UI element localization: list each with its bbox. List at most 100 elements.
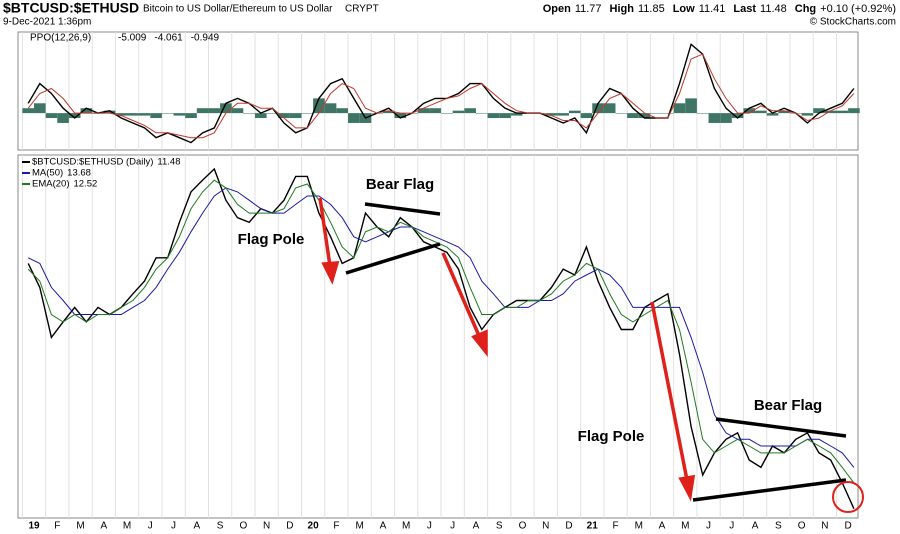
trend-line [345, 242, 441, 275]
histogram-bar [185, 113, 197, 119]
x-tick-label: N [263, 521, 270, 532]
x-tick-label: J [148, 521, 153, 532]
x-tick-label: M [76, 521, 84, 532]
x-tick-label: A [100, 521, 107, 532]
x-tick-label: S [775, 521, 782, 532]
subtitle: Bitcoin to US Dollar/Ethereum to US Doll… [143, 4, 333, 15]
histogram-bar [324, 103, 337, 114]
x-tick-label: S [217, 521, 224, 532]
histogram-bar [196, 108, 209, 114]
annotation: Flag Pole [578, 428, 645, 445]
annotation: Flag Pole [238, 231, 305, 248]
legend-name: MA(50) [32, 168, 63, 179]
x-tick-label: N [542, 521, 549, 532]
quote-value: 11.77 [575, 3, 602, 15]
legend-value: 12.52 [73, 179, 97, 190]
histogram-bar [452, 110, 465, 114]
histogram-bar [57, 113, 69, 123]
highlight-circle [832, 481, 864, 513]
histogram-bar [394, 113, 407, 119]
histogram-bar [464, 108, 476, 114]
histogram-bar [487, 113, 500, 119]
x-tick-label: 21 [587, 521, 599, 532]
histogram-bar [743, 108, 756, 114]
histogram-bar [138, 113, 151, 116]
histogram-bar [115, 113, 128, 116]
x-tick-label: A [473, 521, 480, 532]
histogram-bar [150, 113, 162, 119]
histogram-bar [127, 113, 139, 116]
x-tick-label: A [380, 521, 387, 532]
panel-title: PPO(12,26,9) [30, 33, 91, 44]
arrow-head [678, 474, 696, 502]
histogram-bar [720, 113, 732, 123]
histogram-bar [836, 110, 849, 114]
histogram-bar [627, 113, 639, 119]
histogram-bar [313, 98, 325, 114]
histogram-bar [348, 113, 360, 123]
x-tick-label: A [659, 521, 666, 532]
quote-value: +0.10 (+0.92%) [820, 3, 896, 15]
x-tick-label: O [798, 521, 806, 532]
labels: PPO(12,26,9) -5.009 -4.061 -0.949 $BTCUSD:$E… [3, 0, 896, 532]
chart-title: $BTCUSD:$ETHUSD [3, 0, 139, 16]
x-tick-label: A [752, 521, 759, 532]
histogram-bar [510, 113, 523, 116]
histogram-bar [592, 103, 604, 114]
histogram-bar [34, 103, 46, 114]
x-tick-label: J [427, 521, 432, 532]
x-tick-label: F [333, 521, 339, 532]
histogram-bar [662, 113, 674, 114]
histogram-bar [278, 113, 290, 119]
x-tick-label: O [519, 521, 527, 532]
trend-line [692, 478, 847, 502]
histogram-bar [441, 113, 453, 114]
histogram-bar [568, 110, 581, 114]
series-line [27, 167, 855, 509]
arrow [441, 252, 482, 339]
legend-value: -5.009 [118, 33, 147, 44]
legend-value: -0.949 [191, 33, 220, 44]
histogram-bar [475, 113, 488, 114]
histogram-bar [766, 113, 779, 116]
histogram-bar [778, 110, 790, 114]
histogram-bar [173, 113, 186, 116]
histogram-bar [22, 108, 34, 114]
legend-name: EMA(20) [32, 179, 69, 190]
histogram-bar [254, 113, 267, 119]
histogram-bar [429, 108, 442, 114]
histogram-bar [80, 108, 93, 114]
histogram-bar [603, 103, 616, 114]
histogram-bar [731, 113, 744, 119]
x-tick-label: F [612, 521, 618, 532]
quote-label: Last [733, 3, 756, 15]
price-panel [17, 154, 859, 519]
x-tick-label: M [123, 521, 131, 532]
histogram-bar [243, 113, 255, 114]
histogram-bar [673, 103, 686, 114]
x-tick-label: M [635, 521, 643, 532]
x-tick-label: M [402, 521, 410, 532]
histogram-bar [45, 113, 58, 119]
histogram-bar [557, 113, 569, 116]
histogram-bar [103, 110, 116, 114]
arrow [318, 197, 332, 267]
histogram-bar [301, 113, 314, 114]
series-line [27, 53, 855, 139]
histogram-bar [161, 113, 174, 114]
x-tick-label: M [681, 521, 689, 532]
x-tick-label: N [821, 521, 828, 532]
x-tick-label: D [286, 521, 293, 532]
grid [21, 32, 837, 518]
x-tick-label: A [193, 521, 200, 532]
arrow [650, 301, 689, 481]
quote-value: 11.48 [760, 3, 787, 15]
quote-value: 11.85 [638, 3, 665, 15]
histogram-bar [336, 108, 348, 114]
quote-label: High [610, 3, 635, 15]
date: 9-Dec-2021 1:36pm [3, 17, 91, 28]
x-tick-label: 19 [28, 521, 40, 532]
credit: © StockCharts.com [810, 17, 896, 28]
histogram-bar [708, 113, 721, 123]
histogram-bar [638, 113, 651, 119]
